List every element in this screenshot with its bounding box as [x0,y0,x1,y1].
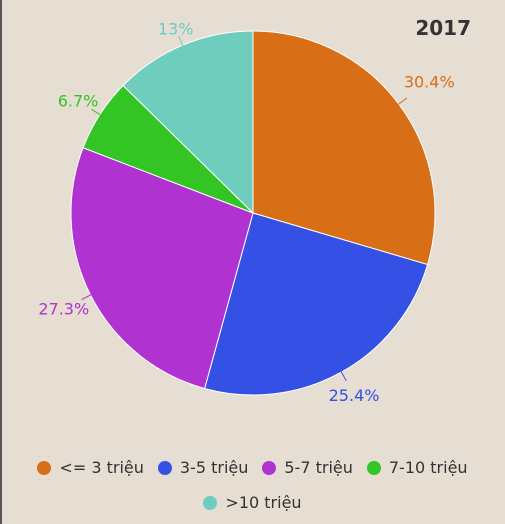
slice-data-label: 25.4% [329,386,380,405]
chart-title: 2017 [415,16,471,40]
legend: <= 3 triệu 3-5 triệu 5-7 triệu 7-10 triệu >1… [0,458,505,512]
label-connector [178,35,184,48]
legend-item[interactable]: >10 triệu [203,493,302,512]
legend-swatch [157,460,172,475]
label-connector [91,108,102,117]
label-connector [396,97,408,106]
left-border [0,0,2,524]
legend-item[interactable]: 5-7 triệu [262,458,353,477]
slice-data-label: 13% [158,20,194,39]
label-connector [81,293,93,300]
legend-swatch [262,460,277,475]
legend-label: 7-10 triệu [388,458,468,477]
slice-data-label: 30.4% [404,72,455,91]
legend-label: >10 triệu [225,493,302,512]
label-connector [340,370,347,382]
legend-swatch [37,460,52,475]
legend-swatch [203,495,218,510]
slice-data-label: 6.7% [58,91,99,110]
legend-item[interactable]: <= 3 triệu [37,458,144,477]
legend-item[interactable]: 3-5 triệu [157,458,249,477]
legend-label: 5-7 triệu [284,458,353,477]
legend-swatch [366,460,381,475]
slice-data-label: 27.3% [38,300,89,319]
legend-label: <= 3 triệu [59,458,144,477]
legend-label: 3-5 triệu [179,458,249,477]
legend-item[interactable]: 7-10 triệu [366,458,468,477]
pie-chart: 30.4% 25.4% 27.3% 6.7% 13% [38,20,455,405]
